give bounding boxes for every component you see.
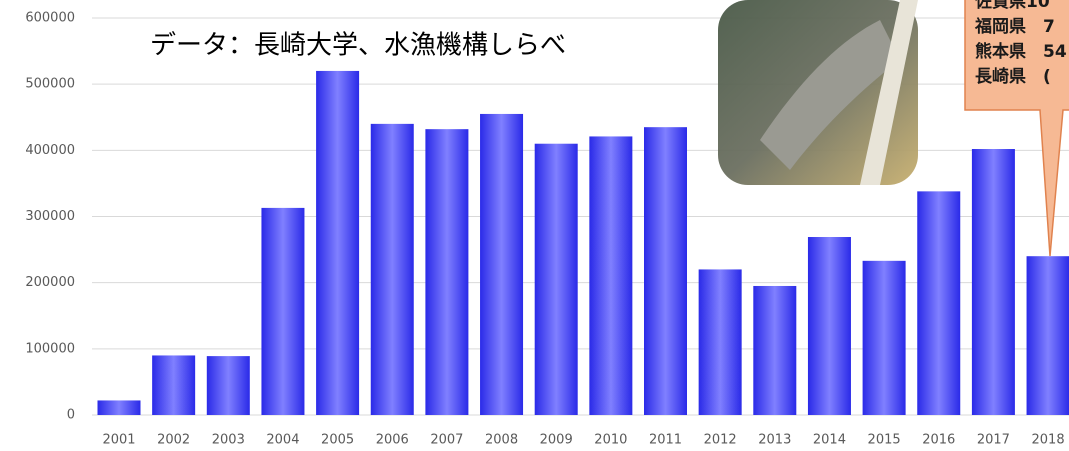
y-tick-label: 300000 — [25, 209, 75, 224]
annotation: データ：長崎大学、水漁機構しらべ — [150, 31, 566, 61]
bar — [316, 70, 360, 415]
x-tick-label: 2004 — [266, 433, 299, 448]
y-tick-label: 200000 — [25, 275, 75, 290]
y-tick-label: 600000 — [25, 11, 75, 26]
x-tick-label: 2014 — [813, 433, 846, 448]
callout: 佐賀県10 福岡県 7 熊本県 54 長崎県 ( — [964, 0, 1069, 257]
x-tick-label: 2017 — [977, 433, 1010, 448]
callout-line: 佐賀県10 — [974, 0, 1050, 12]
y-tick-label: 0 — [67, 408, 75, 423]
x-tick-label: 2008 — [485, 433, 518, 448]
bar — [1026, 256, 1069, 415]
bar — [698, 269, 742, 415]
bar — [589, 136, 633, 415]
bar — [206, 356, 250, 415]
x-tick-label: 2016 — [922, 433, 955, 448]
x-tick-label: 2002 — [157, 433, 190, 448]
grid: 0 100000 200000 300000 400000 500000 600000 — [25, 11, 1069, 423]
x-tick-label: 2013 — [758, 433, 791, 448]
x-tick-label: 2009 — [540, 433, 573, 448]
bar — [917, 191, 961, 415]
x-tick-label: 2018 — [1032, 433, 1065, 448]
x-tick-label: 2011 — [649, 433, 682, 448]
y-tick-label: 400000 — [25, 143, 75, 158]
photo-board — [860, 0, 918, 185]
x-tick-label: 2006 — [376, 433, 409, 448]
bar — [807, 237, 851, 415]
x-tick-label: 2012 — [704, 433, 737, 448]
bar — [261, 207, 305, 415]
callout-text: 佐賀県10 福岡県 7 熊本県 54 長崎県 ( — [974, 0, 1067, 87]
callout-box — [964, 0, 1069, 257]
x-tick-label: 2015 — [868, 433, 901, 448]
bar — [152, 355, 196, 415]
x-tick-label: 2001 — [102, 433, 135, 448]
bar — [534, 143, 578, 415]
bar — [425, 129, 469, 415]
x-tick-label: 2010 — [594, 433, 627, 448]
bar — [644, 127, 687, 416]
bar — [480, 113, 524, 416]
y-tick-label: 500000 — [25, 77, 75, 92]
x-tick-label: 2007 — [430, 433, 463, 448]
callout-line: 長崎県 ( — [975, 66, 1051, 87]
x-tick-label: 2003 — [212, 433, 245, 448]
bar — [971, 149, 1015, 415]
bar — [370, 123, 414, 415]
callout-line: 熊本県 54 — [975, 41, 1067, 62]
y-tick-label: 100000 — [25, 341, 75, 356]
x-tick-label: 2005 — [321, 433, 354, 448]
bar — [97, 400, 141, 415]
callout-line: 福岡県 7 — [974, 16, 1055, 37]
bar — [862, 260, 906, 415]
bars: 2001 2002 2003 2004 2005 2006 2007 2008 2009 2010… — [97, 70, 1069, 448]
photo — [718, 0, 918, 185]
bar — [753, 285, 797, 415]
photo-fish — [760, 20, 900, 170]
